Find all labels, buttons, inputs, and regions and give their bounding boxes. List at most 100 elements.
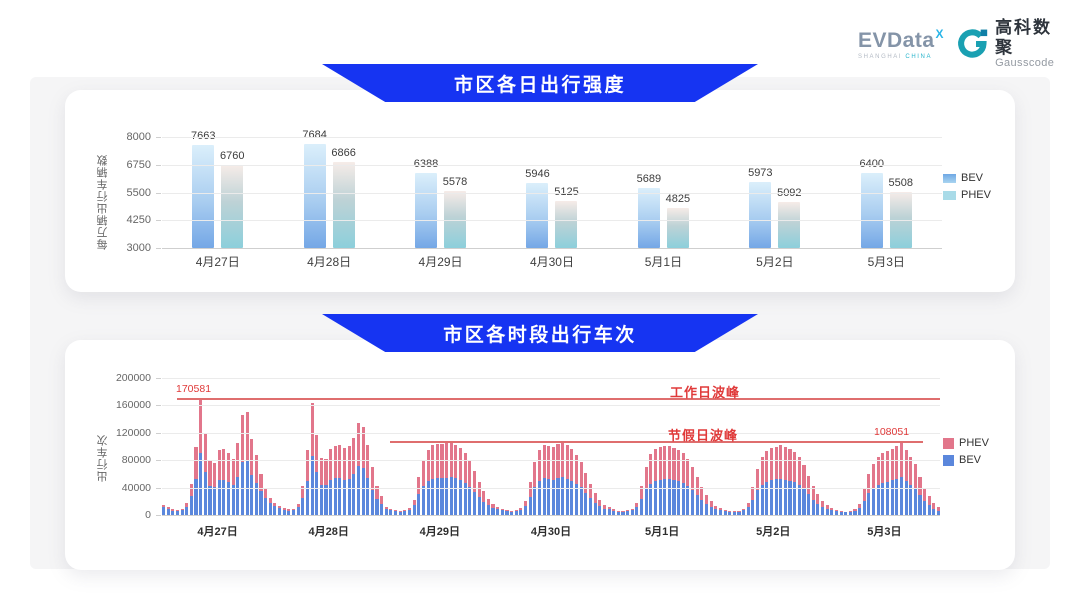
phev-segment [677, 449, 681, 482]
hour-bar [612, 378, 616, 515]
hour-bar [217, 378, 221, 515]
phev-segment [709, 501, 713, 507]
phev-segment [194, 446, 198, 479]
hour-bar [616, 378, 620, 515]
phev-segment [844, 511, 848, 513]
bev-segment [491, 508, 495, 515]
x-axis-label: 4月30日 [530, 526, 572, 538]
phev-segment [802, 465, 806, 490]
phev-segment [528, 482, 532, 497]
phev-segment [635, 502, 639, 507]
tick-mark [156, 487, 161, 489]
gausscode-cn: 高科数聚 [995, 18, 1053, 57]
gausscode-g-icon [957, 29, 987, 58]
hour-bar [236, 378, 240, 515]
hour-bar [723, 378, 727, 515]
bev-segment [319, 484, 323, 515]
hour-bar [417, 378, 421, 515]
bev-segment [523, 505, 528, 515]
bev-segment [482, 501, 486, 515]
bev-segment [834, 511, 838, 515]
phev-segment [760, 456, 764, 485]
phev-segment [324, 458, 328, 486]
phev-segment [830, 508, 834, 510]
y-tick-label: 4250 [126, 214, 151, 227]
x-axis-label: 5月3日 [867, 526, 902, 538]
phev-segment [245, 412, 249, 461]
tick-mark [156, 192, 161, 194]
hour-bar [876, 378, 880, 515]
hour-bar [788, 378, 792, 515]
bev-segment [189, 496, 193, 515]
phev-segment [811, 486, 815, 501]
phev-segment [630, 508, 634, 511]
bev-segment [820, 506, 825, 515]
bev-segment [347, 478, 351, 515]
hour-bar [626, 378, 630, 515]
phev-segment [862, 489, 866, 501]
bev-segment [872, 488, 876, 515]
bev-segment [807, 494, 811, 515]
phev-segment [616, 510, 620, 512]
phev-segment [342, 448, 347, 480]
bev-segment [681, 482, 685, 515]
bev-segment [254, 482, 258, 515]
bev-segment [199, 453, 203, 515]
bev-segment [793, 482, 797, 515]
hour-bar [635, 378, 639, 515]
phev-segment [834, 510, 838, 512]
bev-segment [440, 478, 444, 515]
phev-segment [881, 453, 885, 483]
y-tick-label: 5500 [126, 186, 151, 199]
bev-segment [561, 476, 565, 515]
bottom-chart-legend: PHEV BEV [943, 437, 989, 466]
hour-bar [426, 378, 430, 515]
bev-segment [231, 485, 235, 515]
bev-segment [421, 485, 425, 515]
hour-bar [760, 378, 764, 515]
phev-segment [449, 441, 453, 477]
y-tick-label: 40000 [121, 481, 151, 494]
tick-mark [156, 405, 161, 407]
bev-segment [667, 479, 671, 515]
phev-segment [389, 508, 393, 511]
gridline [162, 192, 942, 194]
x-axis-label: 4月27日 [195, 255, 240, 269]
bev-segment [361, 468, 365, 515]
hour-bar [621, 378, 625, 515]
hour-bar [816, 378, 820, 515]
bev-segment [236, 476, 240, 515]
phev-segment [370, 467, 374, 490]
bev-segment [709, 506, 713, 515]
phev-segment [500, 508, 504, 511]
phev-segment [250, 439, 254, 475]
hour-bar [203, 378, 207, 515]
hour-bar [742, 378, 746, 515]
hour-bar [449, 378, 453, 515]
hour-bar [714, 378, 718, 515]
bev-segment [496, 508, 500, 515]
hour-bar [858, 378, 862, 515]
hour-bar [375, 378, 379, 515]
tick-mark [156, 164, 161, 166]
y-tick-label: 3000 [126, 242, 151, 254]
bev-segment [788, 480, 792, 515]
hour-bar [389, 378, 393, 515]
phev-segment [686, 458, 690, 486]
phev-segment [927, 495, 931, 506]
hour-bar [904, 378, 908, 515]
phev-segment [639, 486, 644, 500]
phev-segment [899, 440, 903, 477]
bev-segment [913, 488, 917, 515]
gausscode-logo: 高科数聚 Gausscode [956, 18, 1070, 70]
phev-segment [918, 477, 922, 496]
bev-segment [737, 511, 741, 515]
phev-segment [199, 398, 203, 454]
phev-segment [333, 445, 337, 479]
bev-segment [909, 484, 913, 515]
phev-segment [769, 448, 774, 481]
bev-segment [802, 489, 806, 515]
phev-segment [361, 427, 365, 469]
phev-segment [797, 457, 801, 485]
bev-segment [844, 512, 848, 515]
